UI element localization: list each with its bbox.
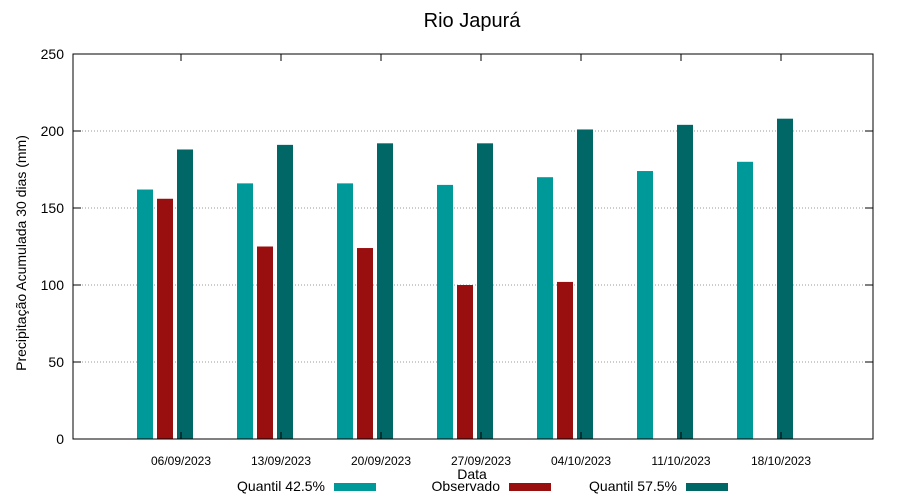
- x-tick-label: 13/09/2023: [251, 454, 311, 468]
- x-tick-label: 06/09/2023: [151, 454, 211, 468]
- bar-quantil-57-5--2: [277, 144, 293, 440]
- legend-swatch: [509, 483, 551, 491]
- x-axis-label: Data: [457, 466, 487, 482]
- bar-quantil-57-5--5: [577, 129, 593, 439]
- bar-observado-1: [157, 198, 173, 439]
- bar-quantil-57-5--6: [677, 124, 693, 439]
- bar-observado-4: [457, 285, 473, 439]
- legend-label: Observado: [432, 478, 501, 494]
- legend-swatch: [686, 483, 728, 491]
- x-tick-label: 27/09/2023: [451, 454, 511, 468]
- legend-label: Quantil 57.5%: [589, 478, 677, 494]
- x-tick-label: 11/10/2023: [651, 454, 710, 468]
- y-tick-label: 0: [56, 431, 64, 447]
- bar-quantil-57-5--7: [777, 118, 793, 440]
- bar-quantil-57-5--4: [477, 143, 493, 439]
- x-tick-label: 18/10/2023: [751, 454, 811, 468]
- plot-frame: [72, 53, 874, 440]
- bar-observado-5: [557, 281, 573, 439]
- chart-title: Rio Japurá: [424, 10, 522, 32]
- x-tick-label: 04/10/2023: [551, 454, 611, 468]
- bar-quantil-57-5--1: [177, 149, 193, 440]
- y-tick-label: 50: [48, 354, 64, 370]
- bar-quantil-42-5--7: [737, 161, 753, 440]
- bar-quantil-42-5--2: [237, 183, 253, 439]
- bar-quantil-42-5--5: [537, 177, 553, 439]
- y-tick-label: 250: [41, 46, 65, 62]
- bar-observado-2: [257, 246, 273, 439]
- legend: Quantil 42.5% Observado Quantil 57.5%: [237, 478, 728, 494]
- bar-observado-3: [357, 248, 373, 439]
- y-axis-label: Precipitação Acumulada 30 dias (mm): [13, 135, 29, 371]
- y-tick-label: 100: [41, 277, 65, 293]
- bar-quantil-42-5--6: [637, 171, 653, 440]
- x-axis-ticks: 06/09/2023 13/09/2023 20/09/2023 27/09/2023…: [151, 54, 811, 468]
- legend-label: Quantil 42.5%: [237, 478, 325, 494]
- bar-quantil-42-5--3: [337, 183, 353, 439]
- bar-quantil-57-5--3: [377, 143, 393, 439]
- legend-swatch: [334, 483, 376, 491]
- bar-quantil-42-5--1: [137, 189, 153, 439]
- bar-quantil-42-5--4: [437, 184, 453, 439]
- x-tick-label: 20/09/2023: [351, 454, 411, 468]
- bars-group: [137, 118, 793, 440]
- y-axis-ticks: 0 50 100 150 200 250: [41, 46, 873, 447]
- y-tick-label: 200: [41, 123, 65, 139]
- y-tick-label: 150: [41, 200, 65, 216]
